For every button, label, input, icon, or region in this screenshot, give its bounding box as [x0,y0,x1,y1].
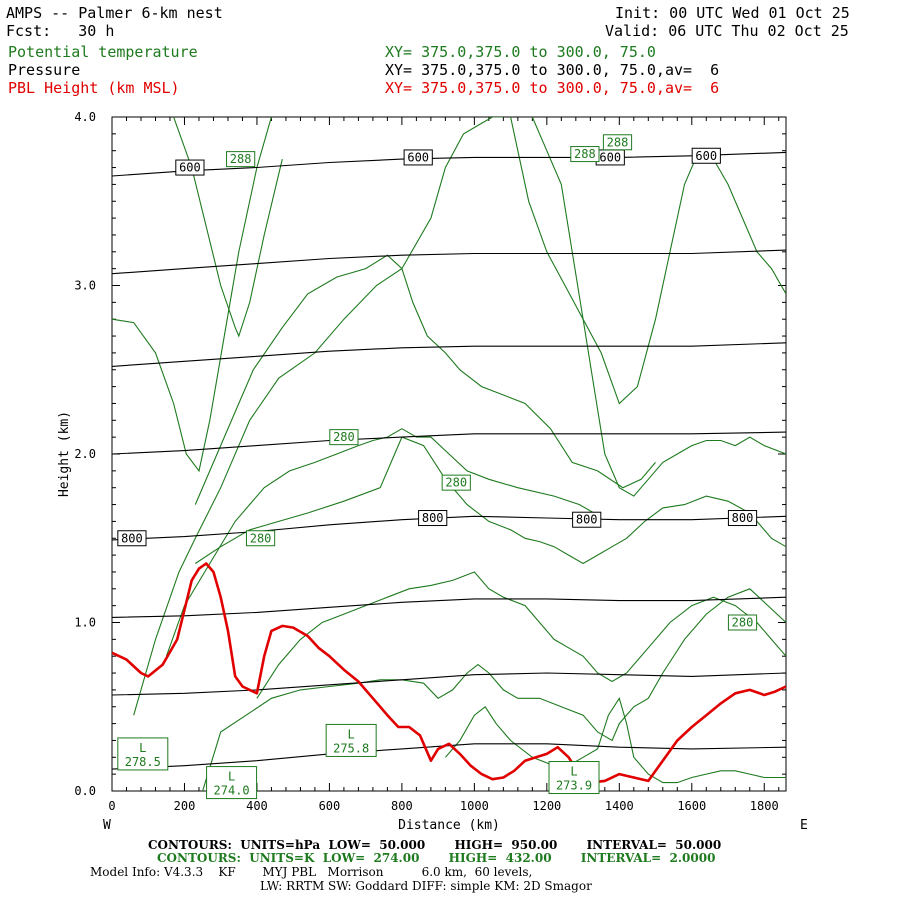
theta-contour-label: 288 [574,147,596,161]
pressure-contour [112,249,786,275]
theta-contour [194,254,656,505]
field-name-pressure: Pressure [8,61,81,79]
x-tick-label: 1200 [532,799,561,813]
footer-model-info: Model Info: V4.3.3 KF MYJ PBL Morrison 6… [90,865,533,879]
low-marker-box [117,737,169,771]
theta-contour-label: 280 [732,616,754,630]
pressure-contour-label-box [418,510,448,527]
pressure-contour [112,596,786,618]
theta-contour [256,571,786,699]
forecast-hour: Fcst: 30 h [6,22,115,40]
theta-contour-label: 280 [333,430,355,444]
pressure-contour-label: 600 [695,149,717,163]
theta-contour-label: 280 [250,531,272,545]
x-tick-label: 200 [174,799,196,813]
field-xy-theta: XY= 375.0,375.0 to 300.0, 75.0 [385,43,656,61]
field-xy-pressure: XY= 375.0,375.0 to 300.0, 75.0,av= 6 [385,61,720,79]
theta-contour [444,696,786,784]
theta-contour [531,117,786,497]
footer-theta-contours: CONTOURS: UNITS=K LOW= 274.00 HIGH= 432.… [157,851,716,865]
theta-contour [173,117,283,338]
theta-contour-label: 288 [607,135,629,149]
y-tick-label: 0.0 [74,784,96,798]
theta-contour-label-box [329,429,359,446]
x-tick-label: 1600 [677,799,706,813]
pressure-contour-label-box [691,147,721,164]
low-marker-value: 278.5 [125,755,161,769]
x-tick-label: 0 [108,799,115,813]
pressure-contour [112,431,786,455]
low-marker-value: 273.9 [556,779,592,793]
theta-contour-label-box [245,530,276,547]
plot-title: AMPS -- Palmer 6-km nest [6,4,223,22]
field-name-pbl: PBL Height (km MSL) [8,79,180,97]
low-marker-letter: L [228,770,235,784]
pressure-contour-label-box [175,159,205,176]
x-tick-label: 1000 [460,799,489,813]
x-tick-label: 800 [391,799,413,813]
init-time: Init: 00 UTC Wed 01 Oct 25 [615,4,850,22]
theta-contour [202,588,786,791]
y-tick-label: 3.0 [74,279,96,293]
low-marker-box [206,766,258,800]
pressure-contour [112,342,786,367]
x-tick-label: 1400 [605,799,634,813]
pressure-contour [112,515,786,541]
theta-contour-label-box [441,474,471,491]
theta-contour [112,117,272,473]
theta-contour-label: 280 [445,476,467,490]
low-marker-box [548,761,600,795]
pressure-contour-label: 600 [179,161,201,175]
theta-contour [510,117,786,405]
theta-contour-label-box [226,151,256,168]
pressure-contour [112,672,786,696]
pbl-height-line [112,562,786,784]
x-tick-label: 400 [246,799,268,813]
theta-contour [194,436,786,565]
east-label: E [800,818,808,833]
theta-contour-label-box [570,146,600,163]
theta-contour [133,117,504,716]
y-axis-label: Height (km) [57,411,72,497]
pressure-contour-label: 800 [422,511,444,525]
pressure-contour-label-box [572,511,602,528]
x-axis-label: Distance (km) [398,818,500,833]
footer-physics-info: LW: RRTM SW: Goddard DIFF: simple KM: 2D… [260,879,592,893]
low-marker-letter: L [570,765,577,779]
pressure-contour [112,743,786,770]
y-tick-label: 1.0 [74,616,96,630]
low-marker-box [325,723,377,757]
pressure-contour-label-box [117,530,147,547]
valid-time: Valid: 06 UTC Thu 02 Oct 25 [605,22,849,40]
theta-contour-label-box [727,614,758,631]
footer-pressure-contours: CONTOURS: UNITS=hPa LOW= 50.000 HIGH= 95… [148,838,722,852]
pressure-contour-label-box [727,510,758,527]
field-name-theta: Potential temperature [8,43,198,61]
pressure-contour-label: 800 [732,511,754,525]
low-marker-value: 275.8 [333,741,369,755]
low-marker-value: 274.0 [214,784,250,798]
x-tick-label: 600 [319,799,341,813]
plot-area [112,117,786,791]
y-tick-label: 4.0 [74,110,96,124]
pressure-contour [112,151,786,177]
pressure-contour-label: 600 [407,150,429,164]
pressure-contour-label: 800 [121,531,143,545]
low-marker-letter: L [348,727,355,741]
x-tick-label: 1800 [750,799,779,813]
pressure-contour-label-box [403,149,433,166]
theta-contour-label-box [602,134,633,151]
theta-contour [165,428,595,657]
west-label: W [103,818,111,833]
pressure-contour-label: 600 [599,150,621,164]
y-tick-label: 2.0 [74,447,96,461]
theta-contour-label: 288 [230,152,252,166]
low-marker-letter: L [139,741,146,755]
pressure-contour-label: 800 [576,513,598,527]
field-xy-pbl: XY= 375.0,375.0 to 300.0, 75.0,av= 6 [385,79,720,97]
